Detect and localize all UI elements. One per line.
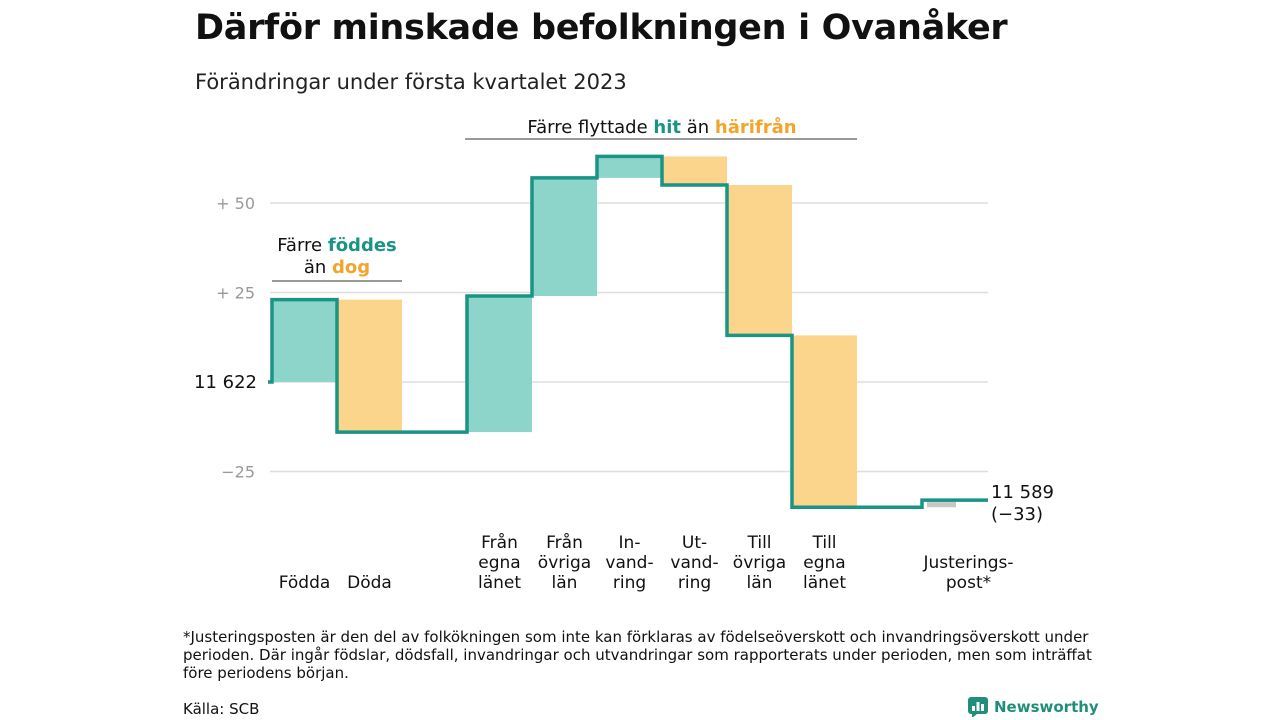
waterfall-bar — [662, 156, 727, 186]
chart-title: Därför minskade befolkningen i Ovanåker — [195, 8, 1008, 48]
category-label: Till — [746, 533, 771, 553]
waterfall-bar — [337, 299, 402, 433]
category-label: Från — [481, 532, 518, 553]
brand-logo: Newsworthy — [968, 697, 1099, 717]
category-label: post* — [946, 573, 991, 593]
waterfall-bar — [927, 500, 956, 508]
births-annotation-line1: Färre föddes — [277, 235, 397, 256]
start-value-label: 11 622 — [194, 372, 257, 393]
category-label: ring — [613, 573, 646, 593]
end-value-label: 11 589 — [991, 482, 1054, 503]
category-label: vand- — [605, 553, 653, 573]
category-label: Från — [546, 532, 583, 553]
y-tick-label: + 25 — [216, 283, 255, 302]
category-label: ring — [678, 573, 711, 593]
category-label: övriga — [733, 553, 786, 573]
category-label: Döda — [347, 573, 392, 593]
category-label: Justerings- — [922, 553, 1013, 573]
brand-name: Newsworthy — [994, 698, 1099, 716]
bar-chart-logo-icon — [968, 697, 988, 717]
category-label: Ut- — [682, 533, 707, 553]
chart-subtitle: Förändringar under första kvartalet 2023 — [195, 70, 627, 94]
category-label: länet — [478, 573, 521, 593]
waterfall-bar — [532, 177, 597, 297]
y-tick-label: + 50 — [216, 194, 255, 213]
category-label: övriga — [538, 553, 591, 573]
category-label: In- — [619, 533, 641, 553]
source-label: Källa: SCB — [183, 700, 260, 718]
category-label: län — [552, 573, 578, 593]
category-label: län — [747, 573, 773, 593]
category-label: länet — [803, 573, 846, 593]
waterfall-bar — [597, 156, 662, 178]
waterfall-step-line — [268, 154, 988, 510]
category-label: Till — [811, 533, 836, 553]
category-label: egna — [478, 553, 520, 573]
footnote: *Justeringsposten är den del av folkökni… — [183, 628, 1092, 682]
category-label: egna — [803, 553, 845, 573]
waterfall-bar — [727, 185, 792, 336]
births-annotation-line2: än dog — [304, 257, 370, 278]
y-tick-label: −25 — [221, 462, 255, 481]
migration-annotation: Färre flyttade hit än härifrån — [527, 116, 796, 138]
category-label: Födda — [279, 573, 331, 593]
end-change-label: (−33) — [991, 504, 1043, 525]
waterfall-bar — [792, 335, 857, 508]
waterfall-bar — [272, 299, 337, 382]
waterfall-bar — [467, 296, 532, 433]
category-label: vand- — [670, 553, 718, 573]
